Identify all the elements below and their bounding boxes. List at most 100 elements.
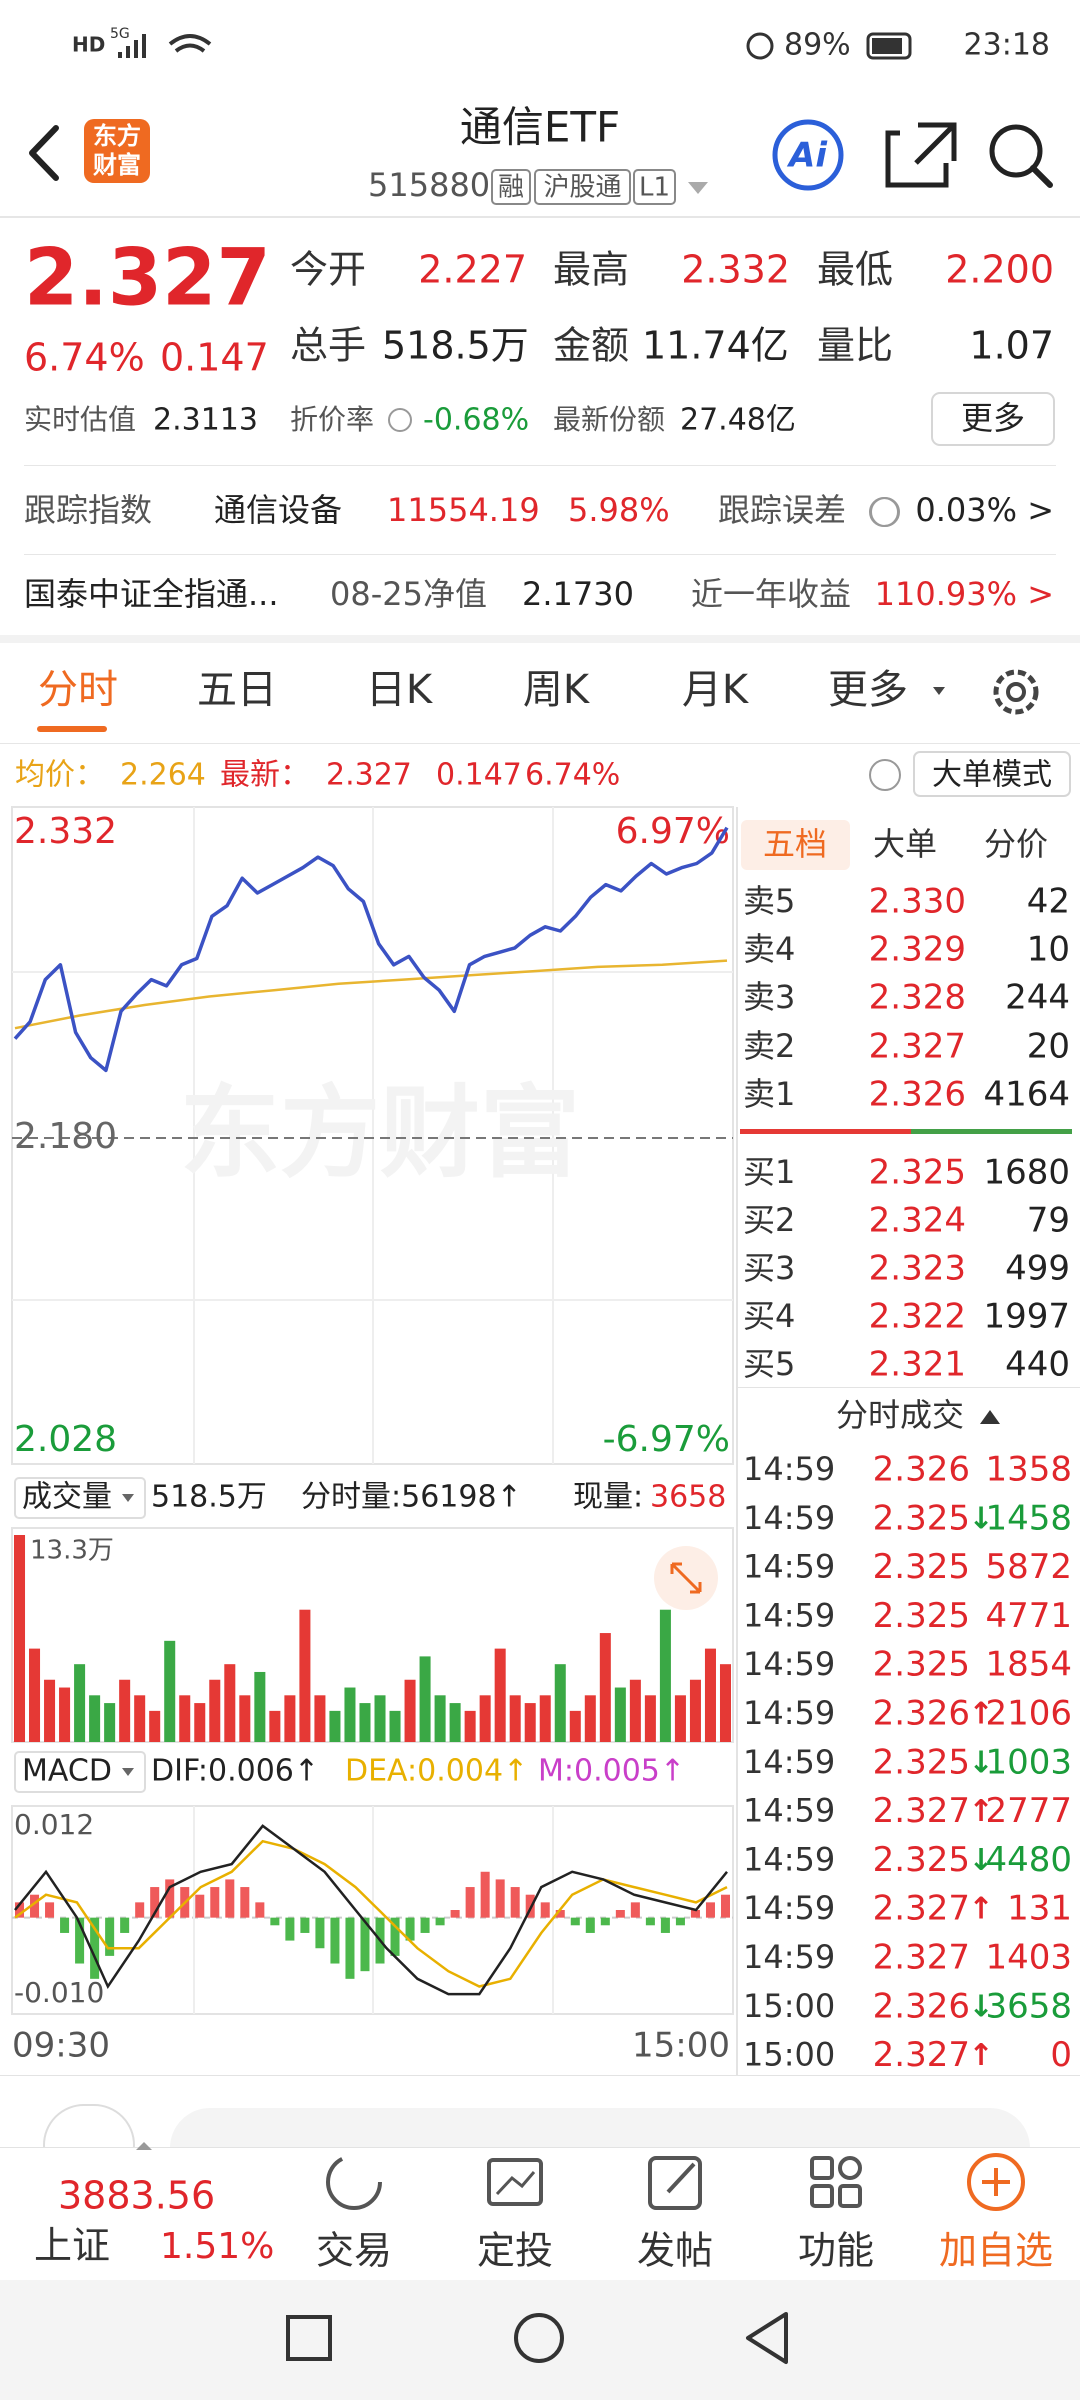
macd-bar (135, 1902, 145, 1918)
share-icon[interactable] (885, 122, 957, 188)
help-icon[interactable] (869, 497, 899, 527)
ai-icon[interactable] (772, 119, 844, 191)
trade-volume: 1854 (985, 1645, 1072, 1685)
system-nav (0, 2280, 1080, 2400)
order-volume: 499 (1005, 1249, 1070, 1289)
logo (84, 119, 150, 183)
y-tick-label: 13.3万 (30, 1536, 114, 1566)
macd-selector[interactable] (14, 1751, 146, 1793)
macd-bar (720, 1894, 730, 1918)
trade-volume: 3658 (985, 1986, 1072, 2026)
macd-dif: DIF:0.006↑ (151, 1754, 319, 1789)
nav-label[interactable]: 功能 (798, 2229, 874, 2273)
trade-price: 2.325 (873, 1742, 970, 1782)
pct-label: 6.97% (616, 811, 730, 852)
nav-label[interactable]: 定投 (477, 2229, 553, 2273)
trade-time: 14:59 (743, 1499, 835, 1537)
trades-title: 分时成交 (836, 1396, 964, 1434)
volume-selector[interactable] (14, 1477, 146, 1519)
tracking-error[interactable]: 0.03% > (915, 491, 1054, 529)
sort-icon (980, 1410, 1000, 1424)
macd-dea: DEA:0.004↑ (345, 1754, 528, 1789)
macd-bar (195, 1894, 205, 1918)
trade-price: 2.326 (873, 1986, 970, 2026)
volume-bar (149, 1710, 161, 1742)
trade-time: 15:00 (743, 2036, 835, 2074)
volume-bar (284, 1695, 296, 1742)
macd-bar (30, 1894, 40, 1918)
trade-price: 2.326 (873, 1694, 970, 1734)
trade-time: 14:59 (743, 1938, 835, 1976)
chart-header-last-label: 最新： (220, 758, 310, 793)
tab[interactable]: 周K (523, 667, 591, 713)
chart-header-avg: 2.264 (120, 758, 206, 793)
chart-header-change: 0.147 (436, 758, 522, 793)
macd-bar (60, 1917, 70, 1933)
dropdown-icon[interactable] (688, 182, 708, 194)
mode-button[interactable] (913, 751, 1071, 797)
trade-volume: 1458 (985, 1498, 1072, 1538)
stock-code: 515880 (368, 166, 490, 204)
macd-bar (240, 1887, 250, 1918)
search-icon[interactable] (989, 124, 1043, 178)
nav-label[interactable]: 发帖 (637, 2229, 713, 2273)
tab[interactable]: 五日 (197, 667, 277, 713)
more-label[interactable]: 更多 (961, 399, 1025, 437)
add-icon[interactable] (967, 2153, 1025, 2211)
volume-bar (179, 1695, 191, 1742)
macd-bar (90, 1917, 100, 1979)
return-value[interactable]: 110.93% > (875, 575, 1054, 613)
help-icon[interactable] (869, 759, 901, 791)
volume-bar (344, 1687, 356, 1742)
back-button[interactable] (746, 2312, 788, 2364)
order-tab[interactable]: 分价 (984, 825, 1048, 863)
home-button[interactable] (514, 2313, 564, 2363)
order-price: 2.326 (869, 1075, 966, 1115)
macd-bar (585, 1917, 595, 1933)
back-icon[interactable] (29, 125, 59, 181)
function-icon[interactable] (810, 2156, 834, 2180)
dif-line (14, 1824, 728, 1996)
tab[interactable]: 更多 (828, 667, 908, 713)
y-tick-label: 2.180 (14, 1116, 117, 1157)
order-label: 买4 (743, 1297, 795, 1335)
info-icon[interactable] (388, 408, 412, 432)
macd-bar (45, 1902, 55, 1918)
order-tab[interactable]: 五档 (763, 825, 827, 863)
field-label: 量比 (817, 324, 893, 368)
status-time: 23:18 (964, 28, 1050, 63)
trade-time: 14:59 (743, 1743, 835, 1781)
order-tab[interactable]: 大单 (873, 825, 937, 863)
mode-label[interactable]: 大单模式 (932, 758, 1052, 793)
trade-price: 2.325 (873, 1498, 970, 1538)
trade-price: 2.325 (873, 1596, 970, 1636)
volume-bar (719, 1664, 731, 1742)
volume-bar (119, 1679, 131, 1742)
volume-bar (464, 1710, 476, 1742)
order-label: 卖4 (743, 930, 795, 968)
tab[interactable]: 分时 (38, 667, 118, 713)
nav-label[interactable]: 交易 (316, 2229, 392, 2273)
more-button[interactable] (931, 392, 1055, 446)
trade-volume: 1403 (985, 1938, 1072, 1978)
nav-label[interactable]: 加自选 (939, 2229, 1053, 2273)
field-value: 2.332 (681, 248, 790, 292)
trade-icon[interactable] (326, 2154, 382, 2210)
tab[interactable]: 月K (682, 667, 750, 713)
post-icon[interactable] (648, 2156, 702, 2210)
macd-m: M:0.005↑ (538, 1754, 685, 1789)
volume-bar (239, 1695, 251, 1742)
macd-bar (555, 1910, 565, 1918)
tab[interactable]: 日K (366, 667, 434, 713)
divider (0, 2075, 1080, 2076)
logo-text: 财富 (93, 151, 141, 179)
volume-total: 518.5万 (151, 1480, 267, 1515)
trade-volume: 0 (1050, 2035, 1072, 2075)
macd-bar (360, 1917, 370, 1972)
invest-icon[interactable] (487, 2158, 543, 2206)
recent-button[interactable] (286, 2315, 332, 2361)
settings-icon[interactable] (993, 669, 1039, 715)
index-name: 上证 (34, 2224, 110, 2268)
tag: 融 (498, 173, 524, 203)
